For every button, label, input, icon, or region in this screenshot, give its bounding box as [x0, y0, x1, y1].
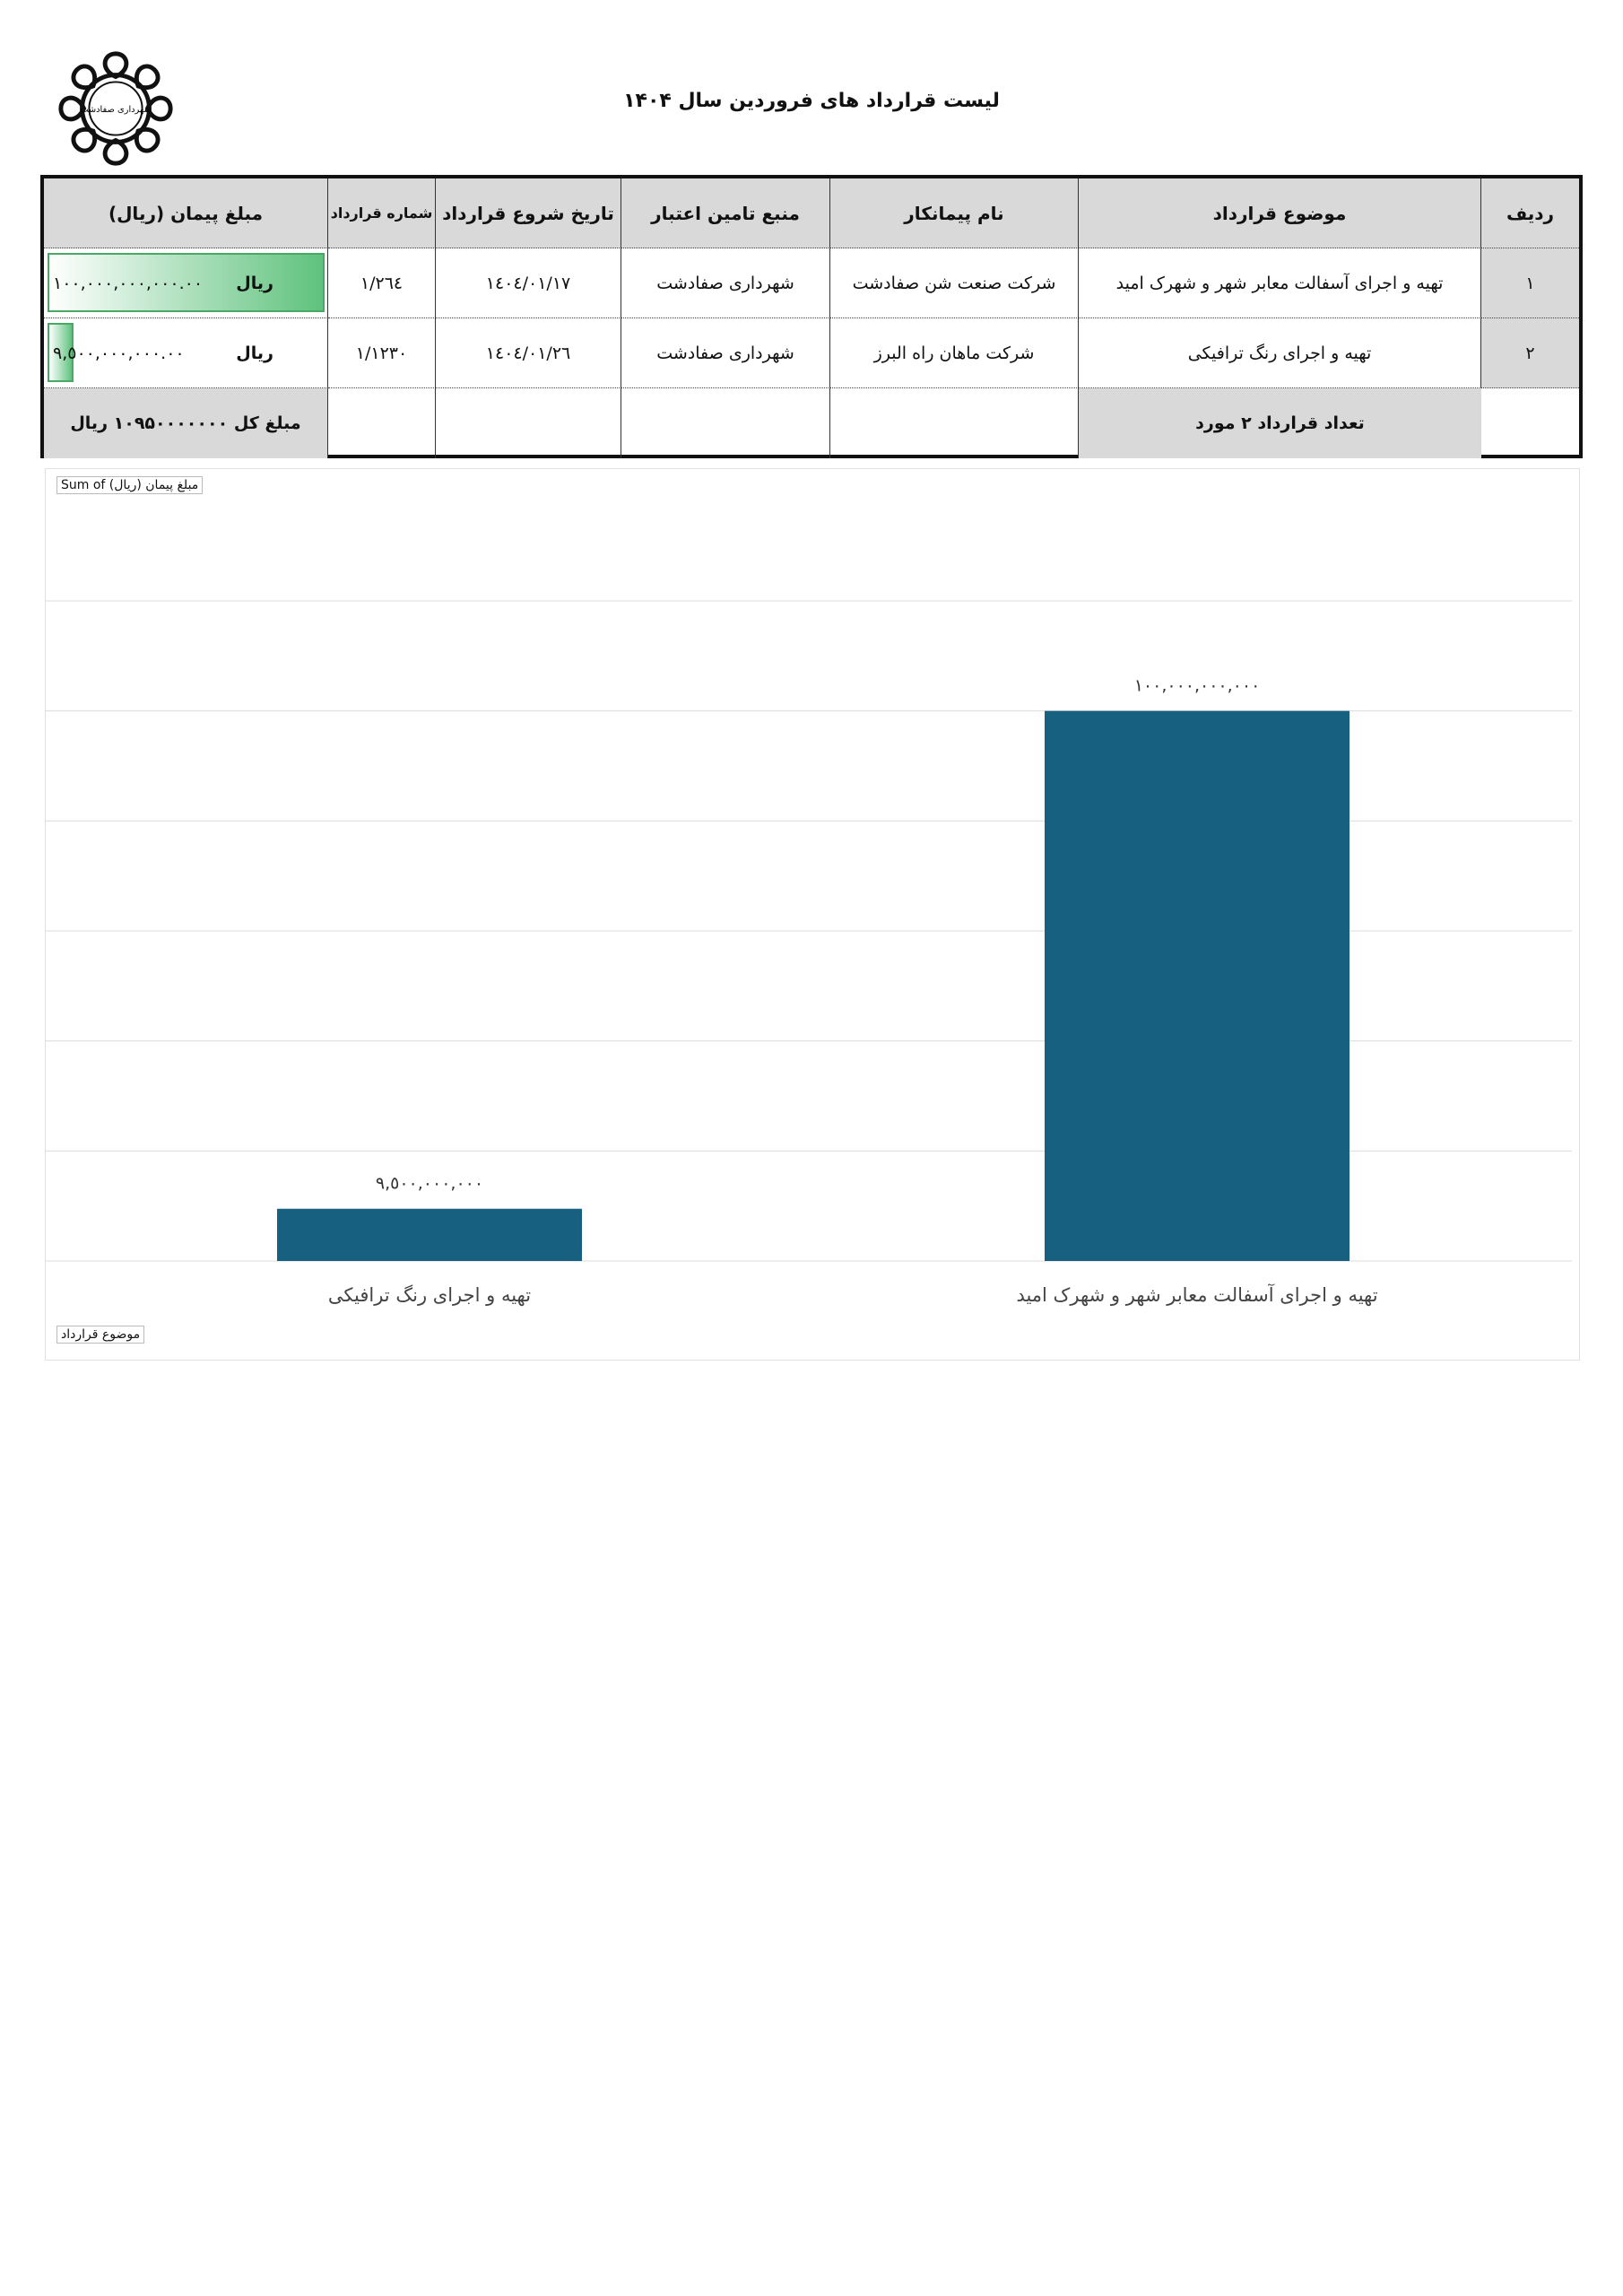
col-header-subject: موضوع قرارداد: [1079, 178, 1481, 248]
empty-cell: [830, 388, 1079, 458]
currency-label: ریال: [236, 343, 273, 363]
funding-cell: شهرداری صفادشت: [621, 318, 830, 388]
start-date-cell: ١٤٠٤/٠١/٢٦: [436, 318, 621, 388]
contracts-table: مبلغ پیمان (ریال) شماره قرارداد تاریخ شر…: [40, 175, 1583, 458]
value-field-button[interactable]: Sum of مبلغ پیمان (ریال): [56, 476, 204, 494]
data-label: ١٠٠,٠٠٠,٠٠٠,٠٠٠: [1134, 676, 1261, 696]
empty-cell: [328, 388, 436, 458]
funding-cell: شهرداری صفادشت: [621, 248, 830, 318]
col-header-start-date: تاریخ شروع قرارداد: [436, 178, 621, 248]
row-no-cell: ۱: [1481, 248, 1579, 318]
col-header-contract-no: شماره قرارداد: [328, 178, 436, 248]
logo-text: شهرداری صفادشت: [80, 105, 152, 115]
subject-cell: تهیه و اجرای آسفالت معابر شهر و شهرک امی…: [1079, 248, 1481, 318]
amount-databar: [48, 253, 325, 312]
row-no-cell: ۲: [1481, 318, 1579, 388]
contracts-bar-chart: Sum of مبلغ پیمان (ریال) ١٠٠,٠٠٠,٠٠٠,٠٠٠…: [45, 468, 1580, 1361]
amount-cell: ٩,٥٠٠,٠٠٠,٠٠٠.٠٠ ریال: [44, 318, 328, 388]
total-amount-cell: مبلغ کل ۱۰۹۵۰۰۰۰۰۰۰ ریال: [44, 388, 328, 458]
table-header-row: مبلغ پیمان (ریال) شماره قرارداد تاریخ شر…: [44, 178, 1579, 248]
category-tick-label: تهیه و اجرای آسفالت معابر شهر و شهرک امی…: [1016, 1283, 1377, 1306]
chart-bar: [277, 1208, 582, 1261]
amount-value: ١٠٠,٠٠٠,٠٠٠,٠٠٠.٠٠: [53, 273, 204, 293]
col-header-funding: منبع تامین اعتبار: [621, 178, 830, 248]
page-title: لیست قرارداد های فروردین سال ۱۴۰۴: [623, 90, 1000, 112]
empty-cell: [1481, 388, 1579, 458]
empty-cell: [436, 388, 621, 458]
amount-databar: [48, 323, 74, 382]
col-header-row-no: ردیف: [1481, 178, 1579, 248]
chart-bar: [1045, 710, 1350, 1261]
contractor-cell: شرکت ماهان راه البرز: [830, 318, 1079, 388]
col-header-contractor: نام پیمانکار: [830, 178, 1079, 248]
municipality-logo: شهرداری صفادشت: [58, 51, 173, 166]
amount-cell: ١٠٠,٠٠٠,٠٠٠,٠٠٠.٠٠ ریال: [44, 248, 328, 318]
contractor-cell: شرکت صنعت شن صفادشت: [830, 248, 1079, 318]
table-row: ١٠٠,٠٠٠,٠٠٠,٠٠٠.٠٠ ریال ١/٢٦٤ ١٤٠٤/٠١/١٧…: [44, 248, 1579, 318]
contract-no-cell: ١/٢٦٤: [328, 248, 436, 318]
table-footer-row: مبلغ کل ۱۰۹۵۰۰۰۰۰۰۰ ریال تعداد قرارداد ۲…: [44, 388, 1579, 458]
contract-count-cell: تعداد قرارداد ۲ مورد: [1079, 388, 1481, 458]
empty-cell: [621, 388, 830, 458]
chart-plot: ١٠٠,٠٠٠,٠٠٠,٠٠٠ تهیه و اجرای آسفالت معابر…: [46, 600, 1572, 1306]
start-date-cell: ١٤٠٤/٠١/١٧: [436, 248, 621, 318]
category-field-button[interactable]: موضوع قرارداد: [56, 1326, 145, 1344]
data-label: ٩,٥٠٠,٠٠٠,٠٠٠: [376, 1174, 483, 1194]
category-tick-label: تهیه و اجرای رنگ ترافیکی: [328, 1284, 531, 1306]
contract-no-cell: ١/١٢٣٠: [328, 318, 436, 388]
col-header-amount: مبلغ پیمان (ریال): [44, 178, 328, 248]
currency-label: ریال: [236, 273, 273, 293]
subject-cell: تهیه و اجرای رنگ ترافیکی: [1079, 318, 1481, 388]
table-row: ٩,٥٠٠,٠٠٠,٠٠٠.٠٠ ریال ١/١٢٣٠ ١٤٠٤/٠١/٢٦ …: [44, 318, 1579, 388]
amount-value: ٩,٥٠٠,٠٠٠,٠٠٠.٠٠: [53, 343, 185, 363]
